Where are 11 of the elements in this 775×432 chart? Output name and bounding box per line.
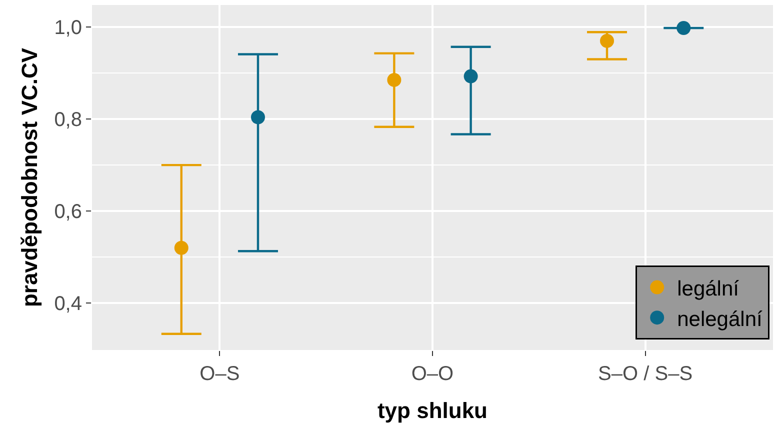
x-tick-label: O–S (200, 363, 240, 385)
legend-label: nelegální (677, 308, 762, 331)
x-tick-label: O–O (411, 363, 454, 385)
x-tick-label: S–O / S–S (598, 363, 693, 385)
y-tick-label: 1,0 (54, 17, 82, 40)
y-tick-label: 0,6 (54, 201, 82, 224)
y-axis-title: pravděpodobnost VC.CV (16, 48, 42, 308)
y-tick-label: 0,4 (54, 293, 82, 316)
legend-label: legální (677, 277, 740, 300)
x-axis-title: typ shluku (377, 398, 488, 423)
y-tick-label: 0,8 (54, 109, 82, 132)
